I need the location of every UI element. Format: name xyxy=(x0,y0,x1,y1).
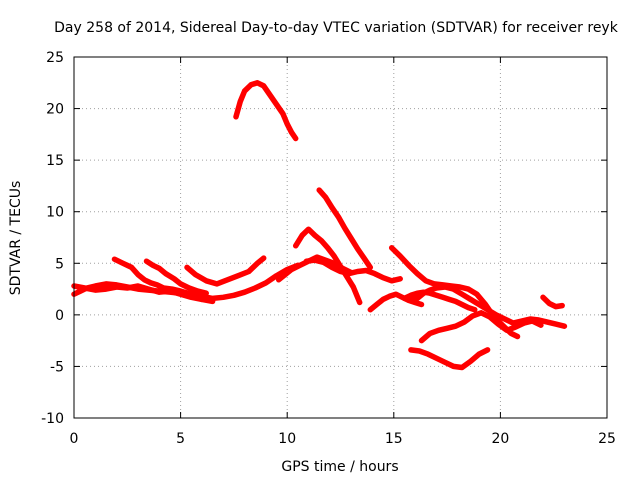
series-layer xyxy=(71,80,568,371)
series-line-arc-9 xyxy=(316,187,374,271)
x-tick-label: 25 xyxy=(598,431,616,447)
x-tick-label: 20 xyxy=(491,431,509,447)
x-tick-label: 15 xyxy=(385,431,403,447)
y-tick-label: 15 xyxy=(46,153,64,169)
y-tick-label: 25 xyxy=(46,50,64,66)
series-line-arc-5 xyxy=(184,255,267,287)
ticks xyxy=(73,56,608,419)
x-tick-label: 0 xyxy=(70,431,79,447)
series-line-arc-15 xyxy=(408,347,491,371)
x-tick-label: 10 xyxy=(278,431,296,447)
plot-frame xyxy=(73,56,608,419)
series-line-arc-14 xyxy=(408,284,568,329)
series-line-arc-10 xyxy=(303,257,403,284)
y-tick-label: 5 xyxy=(55,256,64,272)
y-tick-label: 10 xyxy=(46,205,64,221)
series-line-arc-4 xyxy=(143,258,209,296)
y-tick-label: 20 xyxy=(46,102,64,118)
series-line-arc-3 xyxy=(111,256,216,305)
y-tick-labels: -10 -5 0 5 10 15 20 25 xyxy=(41,50,64,427)
x-tick-label: 5 xyxy=(176,431,185,447)
series-line-arc-16 xyxy=(418,310,544,344)
x-axis-label: GPS time / hours xyxy=(281,459,398,475)
chart-title: Day 258 of 2014, Sidereal Day-to-day VTE… xyxy=(54,20,619,36)
series-line-arc-13 xyxy=(401,289,478,313)
series-line-arc-8 xyxy=(292,226,363,306)
y-axis-label: SDTVAR / TECUs xyxy=(8,181,24,296)
y-tick-label: 0 xyxy=(55,308,64,324)
x-tick-labels: 0 5 10 15 20 25 xyxy=(70,431,616,447)
y-tick-label: -10 xyxy=(41,411,64,427)
series-line-arc-17 xyxy=(540,294,565,310)
y-tick-label: -5 xyxy=(50,359,64,375)
grid xyxy=(74,57,607,418)
series-line-arc-2 xyxy=(71,283,205,303)
series-line-arc-6 xyxy=(233,80,299,142)
